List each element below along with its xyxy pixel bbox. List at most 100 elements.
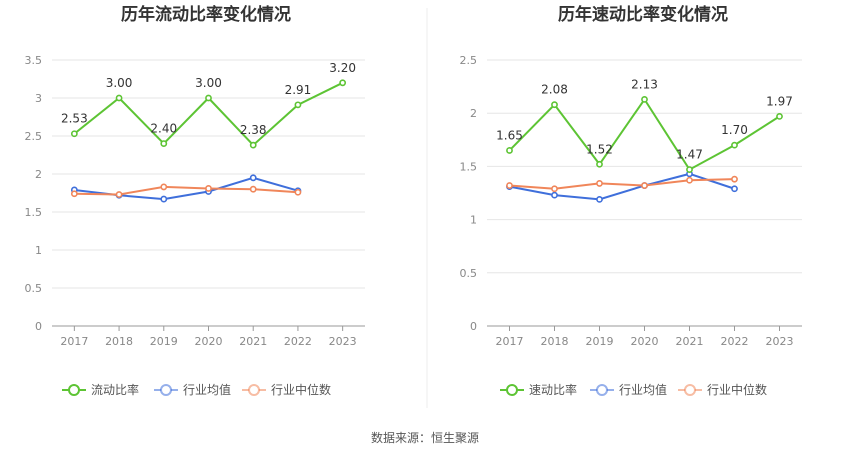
x-tick-label: 2023	[766, 335, 794, 348]
x-tick-label: 2023	[329, 335, 357, 348]
data-label: 1.70	[721, 123, 748, 137]
data-point-industry_median	[249, 185, 257, 193]
data-point-main	[731, 141, 738, 149]
data-point-main	[70, 130, 78, 138]
legend-item-industry_avg: 行业均值	[154, 382, 231, 397]
legend-label: 行业均值	[183, 382, 231, 397]
y-tick-label: 1	[470, 214, 477, 227]
y-tick-label: 2.5	[460, 54, 478, 67]
y-tick-label: 0	[35, 320, 42, 333]
data-point-industry_median	[596, 180, 603, 187]
y-tick-label: 3.5	[25, 54, 43, 67]
x-tick-label: 2021	[676, 335, 704, 348]
x-tick-label: 2018	[105, 335, 133, 348]
x-tick-label: 2019	[586, 335, 614, 348]
chart-title: 历年速动比率变化情况	[558, 4, 728, 25]
data-point-industry_avg	[731, 185, 738, 193]
data-label: 3.00	[195, 76, 222, 90]
data-label: 1.97	[766, 94, 793, 108]
data-label: 1.47	[676, 148, 703, 162]
y-tick-label: 1.5	[25, 206, 43, 219]
legend-label: 行业中位数	[271, 382, 331, 397]
data-point-main	[294, 101, 302, 109]
legend-swatch-marker	[248, 384, 260, 396]
data-point-main	[339, 79, 347, 87]
data-label: 3.20	[329, 61, 356, 75]
legend-swatch-marker	[506, 384, 518, 396]
data-point-industry_median	[115, 191, 123, 198]
x-tick-label: 2017	[60, 335, 88, 348]
series-line-industry_median	[74, 185, 298, 196]
x-tick-label: 2018	[541, 335, 569, 348]
series-line-industry_median	[509, 178, 735, 190]
data-point-industry_avg	[596, 195, 603, 203]
legend-swatch-marker	[596, 384, 608, 396]
y-tick-label: 2.5	[25, 130, 43, 143]
data-point-main	[641, 95, 648, 103]
data-point-industry_median	[731, 175, 738, 183]
legend-label: 行业均值	[619, 382, 667, 397]
y-tick-label: 0.5	[460, 267, 478, 280]
data-point-industry_median	[160, 183, 168, 191]
data-label: 1.52	[586, 142, 613, 156]
y-tick-label: 1	[35, 244, 42, 257]
data-label: 2.13	[631, 77, 658, 91]
legend-label: 速动比率	[529, 382, 577, 397]
data-label: 2.53	[61, 112, 88, 126]
data-label: 2.40	[150, 122, 177, 136]
legend-swatch-marker	[68, 384, 80, 396]
x-tick-label: 2017	[496, 335, 524, 348]
y-tick-label: 3	[35, 92, 42, 105]
data-point-main	[249, 141, 257, 149]
data-source-note: 数据来源：恒生聚源	[371, 430, 479, 445]
legend-label: 流动比率	[91, 382, 139, 397]
y-tick-label: 0	[470, 320, 477, 333]
data-point-industry_avg	[551, 191, 558, 199]
data-point-main	[160, 140, 168, 147]
legend-label: 行业中位数	[707, 382, 767, 397]
y-tick-label: 1.5	[460, 160, 478, 173]
data-point-main	[551, 101, 558, 109]
data-point-industry_median	[641, 182, 648, 189]
y-tick-label: 0.5	[25, 282, 43, 295]
data-point-main	[115, 94, 123, 102]
data-point-main	[776, 112, 783, 120]
legend-item-main: 速动比率	[500, 382, 577, 397]
y-tick-label: 2	[470, 107, 477, 120]
data-point-main	[506, 147, 513, 154]
x-tick-label: 2019	[150, 335, 178, 348]
x-tick-label: 2022	[721, 335, 749, 348]
legend-swatch-marker	[684, 384, 696, 396]
x-tick-label: 2020	[631, 335, 659, 348]
data-point-industry_median	[70, 190, 78, 198]
data-point-industry_median	[551, 185, 558, 193]
data-point-main	[205, 94, 212, 102]
legend-swatch-marker	[160, 384, 172, 396]
chart-title: 历年流动比率变化情况	[121, 4, 291, 25]
data-label: 2.38	[240, 123, 267, 137]
data-point-main	[686, 166, 693, 173]
x-tick-label: 2021	[239, 335, 267, 348]
x-tick-label: 2022	[284, 335, 312, 348]
data-label: 1.65	[496, 128, 523, 142]
legend-item-main: 流动比率	[62, 382, 139, 397]
data-point-industry_median	[506, 182, 513, 189]
legend-item-industry_median: 行业中位数	[678, 382, 767, 397]
data-label: 3.00	[106, 76, 133, 90]
data-point-industry_median	[686, 176, 693, 184]
data-point-industry_median	[205, 185, 212, 192]
legend-item-industry_median: 行业中位数	[242, 382, 331, 397]
y-tick-label: 2	[35, 168, 42, 181]
data-point-industry_median	[294, 188, 302, 196]
data-point-industry_avg	[160, 195, 168, 203]
data-label: 2.08	[541, 83, 568, 97]
data-point-main	[596, 160, 603, 168]
legend-item-industry_avg: 行业均值	[590, 382, 667, 397]
x-tick-label: 2020	[195, 335, 223, 348]
data-label: 2.91	[285, 83, 312, 97]
data-point-industry_avg	[249, 174, 257, 182]
series-line-industry_avg	[509, 172, 735, 201]
